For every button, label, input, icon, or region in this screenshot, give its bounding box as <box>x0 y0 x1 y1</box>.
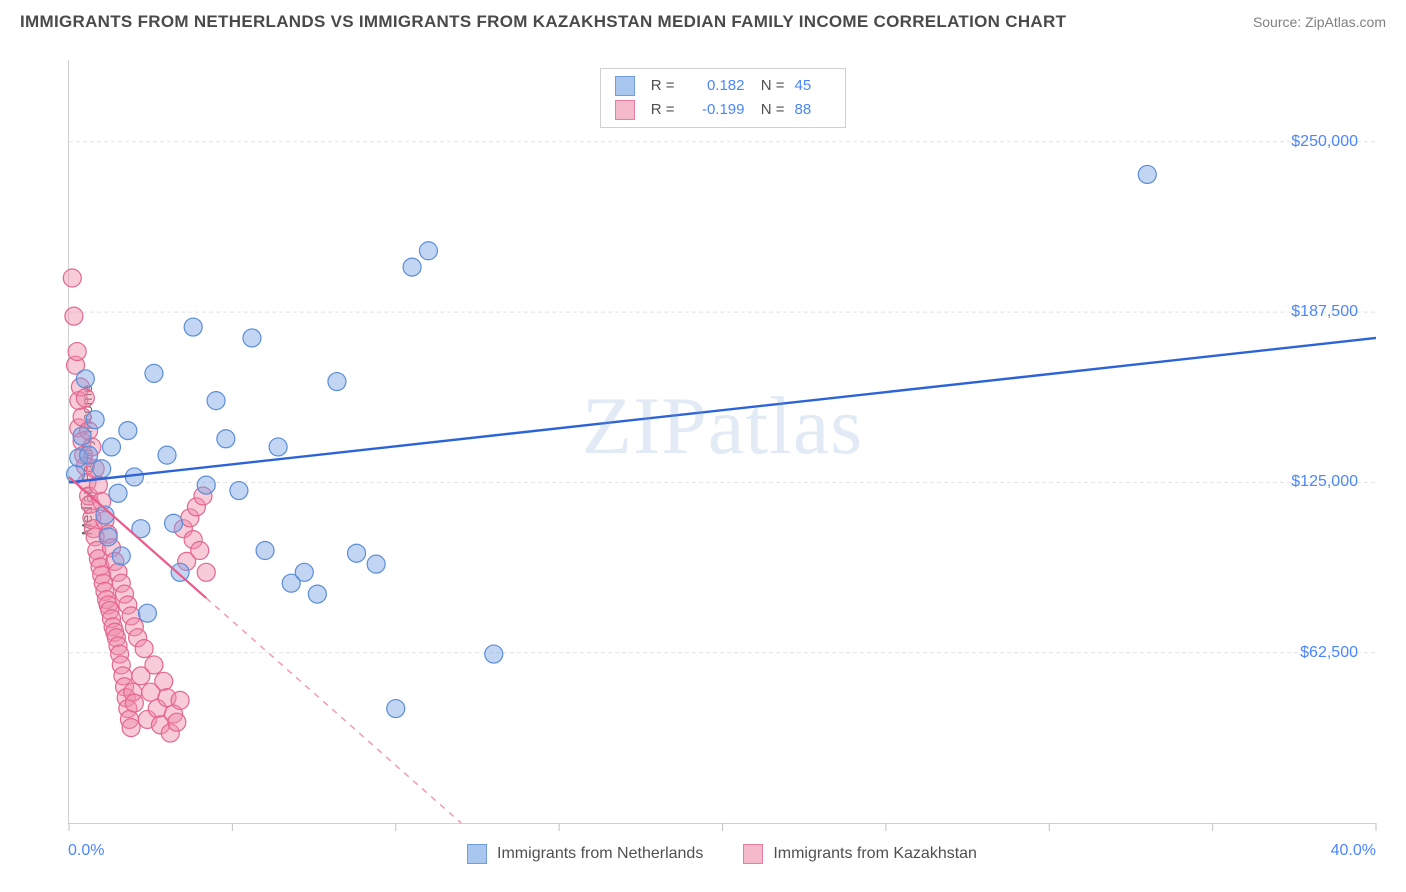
data-point <box>145 656 163 674</box>
data-point <box>135 640 153 658</box>
data-point <box>99 528 117 546</box>
trend-line <box>69 338 1376 482</box>
data-point <box>419 242 437 260</box>
data-point <box>367 555 385 573</box>
data-point <box>112 547 130 565</box>
scatter-plot-svg <box>69 60 1376 823</box>
data-point <box>243 329 261 347</box>
data-point <box>256 542 274 560</box>
chart-title: IMMIGRANTS FROM NETHERLANDS VS IMMIGRANT… <box>20 12 1066 32</box>
data-point <box>171 563 189 581</box>
legend-r-value: -0.199 <box>685 98 745 122</box>
data-point <box>348 544 366 562</box>
chart-container: Median Family Income ZIPatlas R = 0.182 … <box>20 48 1386 872</box>
legend-item: Immigrants from Netherlands <box>467 844 703 864</box>
data-point <box>86 411 104 429</box>
data-point <box>184 318 202 336</box>
data-point <box>403 258 421 276</box>
legend-r-value: 0.182 <box>685 74 745 98</box>
y-tick-label: $125,000 <box>1291 473 1358 491</box>
legend-stat-label: N = <box>755 98 785 122</box>
legend-stat-label: R = <box>645 74 675 98</box>
data-point <box>76 389 94 407</box>
data-point <box>308 585 326 603</box>
data-point <box>109 484 127 502</box>
legend-swatch <box>743 844 763 864</box>
legend-swatch <box>615 100 635 120</box>
legend-stat-label: R = <box>645 98 675 122</box>
data-point <box>295 563 313 581</box>
data-point <box>93 460 111 478</box>
data-point <box>328 373 346 391</box>
data-point <box>76 370 94 388</box>
data-point <box>197 563 215 581</box>
data-point <box>1138 165 1156 183</box>
data-point <box>217 430 235 448</box>
y-tick-label: $250,000 <box>1291 133 1358 151</box>
legend-swatch <box>467 844 487 864</box>
data-point <box>102 438 120 456</box>
source-attribution: Source: ZipAtlas.com <box>1253 14 1386 30</box>
data-point <box>80 446 98 464</box>
data-point <box>387 700 405 718</box>
legend-row: R = -0.199 N = 88 <box>615 98 831 122</box>
data-point <box>73 427 91 445</box>
legend-n-value: 45 <box>795 74 831 98</box>
legend-swatch <box>615 76 635 96</box>
legend-n-value: 88 <box>795 98 831 122</box>
data-point <box>165 514 183 532</box>
data-point <box>155 672 173 690</box>
data-point <box>68 343 86 361</box>
data-point <box>145 364 163 382</box>
y-tick-label: $62,500 <box>1300 644 1358 662</box>
data-point <box>125 694 143 712</box>
legend-series-name: Immigrants from Netherlands <box>497 845 703 863</box>
legend-item: Immigrants from Kazakhstan <box>743 844 977 864</box>
legend-stat-label: N = <box>755 74 785 98</box>
data-point <box>269 438 287 456</box>
data-point <box>207 392 225 410</box>
legend-row: R = 0.182 N = 45 <box>615 74 831 98</box>
trend-line-extrapolated <box>206 598 461 823</box>
chart-header: IMMIGRANTS FROM NETHERLANDS VS IMMIGRANT… <box>0 0 1406 40</box>
data-point <box>191 542 209 560</box>
legend-series-name: Immigrants from Kazakhstan <box>773 845 977 863</box>
data-point <box>168 713 186 731</box>
data-point <box>158 446 176 464</box>
data-point <box>119 422 137 440</box>
data-point <box>65 307 83 325</box>
data-point <box>485 645 503 663</box>
plot-area: ZIPatlas R = 0.182 N = 45 R = -0.199 N =… <box>68 60 1376 824</box>
series-legend: Immigrants from Netherlands Immigrants fr… <box>68 844 1376 864</box>
y-tick-label: $187,500 <box>1291 303 1358 321</box>
data-point <box>230 482 248 500</box>
data-point <box>197 476 215 494</box>
correlation-legend: R = 0.182 N = 45 R = -0.199 N = 88 <box>600 68 846 128</box>
data-point <box>171 691 189 709</box>
data-point <box>63 269 81 287</box>
data-point <box>138 604 156 622</box>
data-point <box>122 719 140 737</box>
